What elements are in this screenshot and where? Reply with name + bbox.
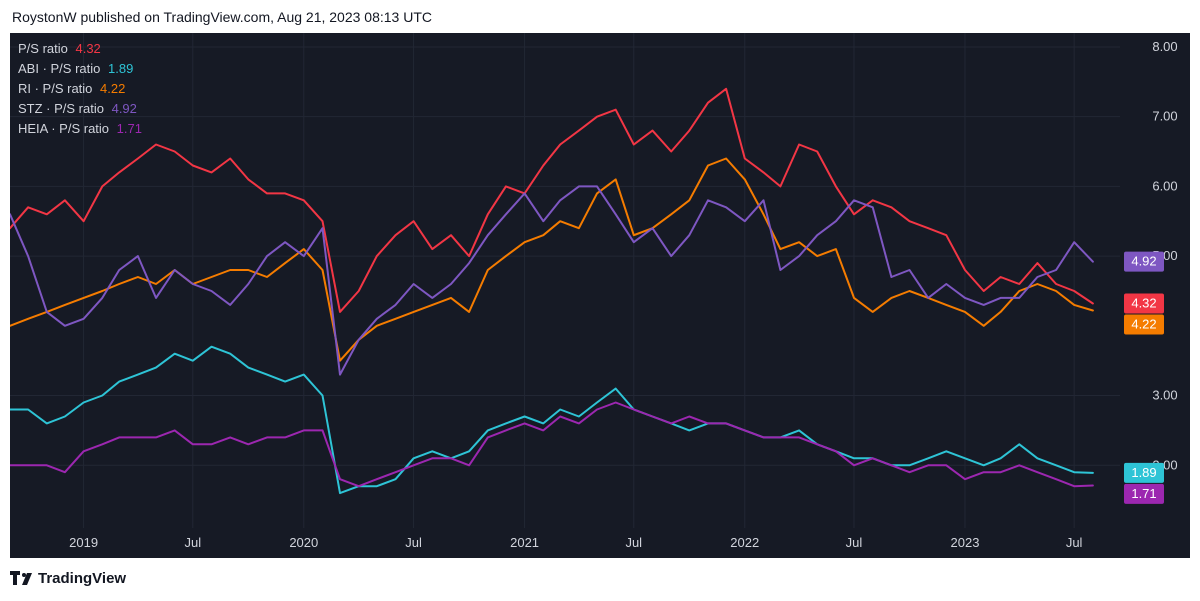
value-badge-label-3: 4.92 <box>1131 254 1156 269</box>
y-tick-label-0: 8.00 <box>1152 39 1177 54</box>
legend-value-heia: 1.71 <box>116 121 142 136</box>
legend-row-abi[interactable]: ABI · P/S ratio 1.89 <box>18 59 142 79</box>
y-tick-label-1: 7.00 <box>1152 109 1177 124</box>
y-tick-label-4: 3.00 <box>1152 388 1177 403</box>
x-tick-label-8: 2023 <box>951 535 980 550</box>
legend-value-abi: 1.89 <box>108 61 134 76</box>
legend-row-ri[interactable]: RI · P/S ratio 4.22 <box>18 79 142 99</box>
series-layer <box>10 87 1094 495</box>
value-badge-label-0: 4.32 <box>1131 296 1156 311</box>
x-tick-label-3: Jul <box>405 535 422 550</box>
legend-row-ps[interactable]: P/S ratio 4.32 <box>18 39 142 59</box>
legend-value-ps: 4.32 <box>75 41 101 56</box>
legend-row-heia[interactable]: HEIA · P/S ratio 1.71 <box>18 119 142 139</box>
publisher-header: RoystonW published on TradingView.com, A… <box>0 0 1200 34</box>
legend-row-stz[interactable]: STZ · P/S ratio 4.92 <box>18 99 142 119</box>
tradingview-brand: TradingView <box>38 570 127 587</box>
value-badge-1 <box>1124 462 1164 483</box>
legend-value-stz: 4.92 <box>111 101 137 116</box>
series-line-1 <box>10 345 1094 495</box>
x-tick-label-7: Jul <box>846 535 863 550</box>
legend-value-ri: 4.22 <box>100 81 126 96</box>
x-tick-label-9: Jul <box>1066 535 1083 550</box>
value-badge-label-1: 1.89 <box>1131 465 1156 480</box>
value-badge-2 <box>1124 314 1164 335</box>
series-line-4 <box>10 401 1094 488</box>
value-badge-3 <box>1124 251 1164 272</box>
series-line-3 <box>10 185 1094 376</box>
publisher-text: RoystonW published on TradingView.com, A… <box>12 9 432 25</box>
tradingview-logo-icon <box>10 571 32 585</box>
legend-label-stz: STZ · P/S ratio <box>18 101 104 116</box>
chart-background <box>10 33 1190 558</box>
value-badge-label-4: 1.71 <box>1131 486 1156 501</box>
legend-label-heia: HEIA · P/S ratio <box>18 121 110 136</box>
legend-label-abi: ABI · P/S ratio <box>18 61 101 76</box>
value-badge-4 <box>1124 483 1164 504</box>
x-tick-label-6: 2022 <box>730 535 759 550</box>
badge-layer: 4.92 4.32 4.22 1.89 1.71 <box>1124 251 1164 504</box>
x-tick-label-4: 2021 <box>510 535 539 550</box>
chart-panel[interactable]: P/S ratio 4.32 ABI · P/S ratio 1.89 RI ·… <box>10 33 1190 558</box>
x-tick-label-0: 2019 <box>69 535 98 550</box>
value-badge-0 <box>1124 293 1164 314</box>
legend: P/S ratio 4.32 ABI · P/S ratio 1.89 RI ·… <box>18 39 142 139</box>
x-tick-label-5: Jul <box>625 535 642 550</box>
x-tick-label-1: Jul <box>184 535 201 550</box>
value-badge-label-2: 4.22 <box>1131 317 1156 332</box>
x-tick-label-2: 2020 <box>289 535 318 550</box>
footer: TradingView <box>0 561 1200 601</box>
y-tick-label-2: 6.00 <box>1152 178 1177 193</box>
legend-label-ps: P/S ratio <box>18 41 68 56</box>
grid-layer <box>10 33 1120 528</box>
series-line-0 <box>10 87 1094 313</box>
legend-label-ri: RI · P/S ratio <box>18 81 93 96</box>
